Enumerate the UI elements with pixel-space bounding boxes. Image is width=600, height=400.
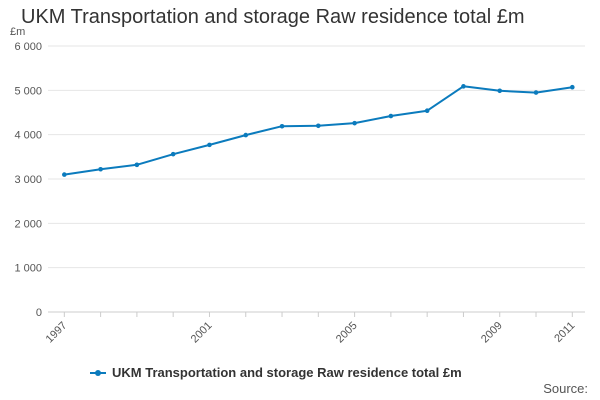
data-point [134,162,140,168]
data-point [243,132,249,138]
x-tick-label: 2011 [552,320,577,345]
data-point [352,120,357,126]
x-tick-label: 1997 [44,320,70,346]
data-point [279,123,285,129]
data-point [497,88,503,94]
data-point [316,123,321,129]
x-tick-label: 2009 [479,320,505,346]
y-tick-label: 4 000 [14,130,42,142]
y-tick-label: 5 000 [14,85,42,97]
data-point [62,172,67,177]
data-point [170,151,176,157]
series-line [64,85,573,176]
data-point [424,108,430,114]
data-point [207,142,212,148]
x-tick-label: 2005 [334,320,360,346]
x-tick-label: 2001 [189,320,215,346]
y-tick-label: 0 [36,307,42,319]
data-point [533,90,539,95]
data-point [98,166,103,172]
legend-swatch [90,368,106,378]
y-tick-label: 1 000 [14,263,42,275]
y-tick-label: 6 000 [14,41,42,53]
y-tick-label: 3 000 [14,174,42,186]
chart-title: UKM Transportation and storage Raw resid… [21,6,525,28]
data-point [388,113,394,119]
legend-label: UKM Transportation and storage Raw resid… [112,365,462,380]
data-point [570,84,575,90]
data-point [461,84,466,89]
legend[interactable]: UKM Transportation and storage Raw resid… [90,365,462,380]
y-axis-unit-label: £m [10,26,26,38]
y-tick-label: 2 000 [14,218,42,230]
source-label: Source: [543,381,588,396]
